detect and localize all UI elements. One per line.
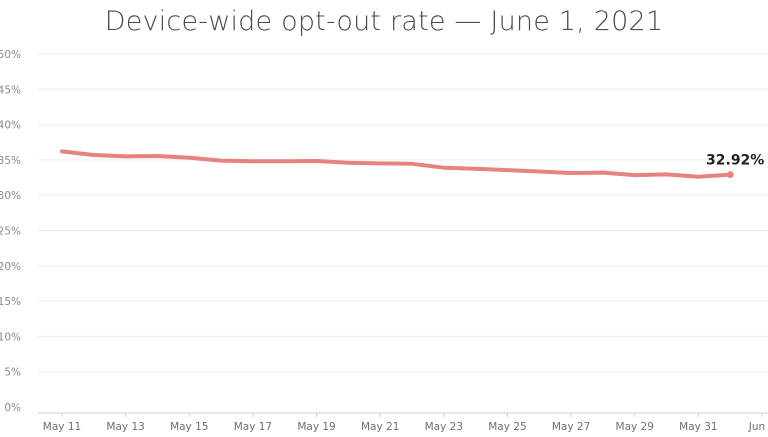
y-tick-label: 50% xyxy=(0,49,21,61)
x-axis-ticks: May 11 May 13 May 15 May 17 May 19 May 21 May … xyxy=(43,413,768,433)
y-grid xyxy=(38,53,768,373)
series-line xyxy=(60,149,733,179)
x-tick-label: Jun 2 xyxy=(748,421,768,433)
y-axis-ticks: 0% 5% 10% 15% 20% 25% 30% 35% 40% 45% 50% xyxy=(0,49,21,414)
x-tick-label: May 23 xyxy=(425,421,463,433)
x-tick-label: May 19 xyxy=(297,421,335,433)
chart-title: Device-wide opt-out rate — June 1, 2021 xyxy=(104,6,664,37)
x-tick-label: May 29 xyxy=(616,421,654,433)
end-value-label: 32.92% xyxy=(706,153,764,169)
y-tick-label: 45% xyxy=(0,84,21,96)
x-tick-label: May 13 xyxy=(106,421,144,433)
x-tick-label: May 21 xyxy=(361,421,399,433)
x-tick-label: May 31 xyxy=(679,421,717,433)
label-layer: 32.92% xyxy=(706,153,764,169)
y-tick-label: 30% xyxy=(0,190,21,202)
y-tick-label: 10% xyxy=(0,331,21,343)
x-tick-label: May 15 xyxy=(170,421,208,433)
x-tick-label: May 27 xyxy=(552,421,590,433)
y-tick-label: 40% xyxy=(0,120,21,132)
y-tick-label: 0% xyxy=(4,402,21,414)
x-tick-label: May 11 xyxy=(43,421,81,433)
y-tick-label: 5% xyxy=(4,367,21,379)
y-tick-label: 35% xyxy=(0,155,21,167)
series-layer xyxy=(60,149,734,179)
x-tick-label: May 17 xyxy=(234,421,272,433)
y-tick-label: 25% xyxy=(0,226,21,238)
y-tick-label: 15% xyxy=(0,296,21,308)
end-point-marker xyxy=(726,171,734,179)
y-tick-label: 20% xyxy=(0,261,21,273)
x-tick-label: May 25 xyxy=(488,421,526,433)
